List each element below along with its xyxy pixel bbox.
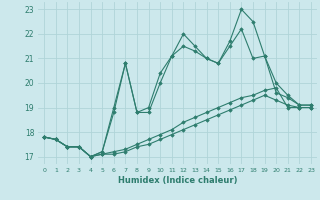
- X-axis label: Humidex (Indice chaleur): Humidex (Indice chaleur): [118, 176, 237, 185]
